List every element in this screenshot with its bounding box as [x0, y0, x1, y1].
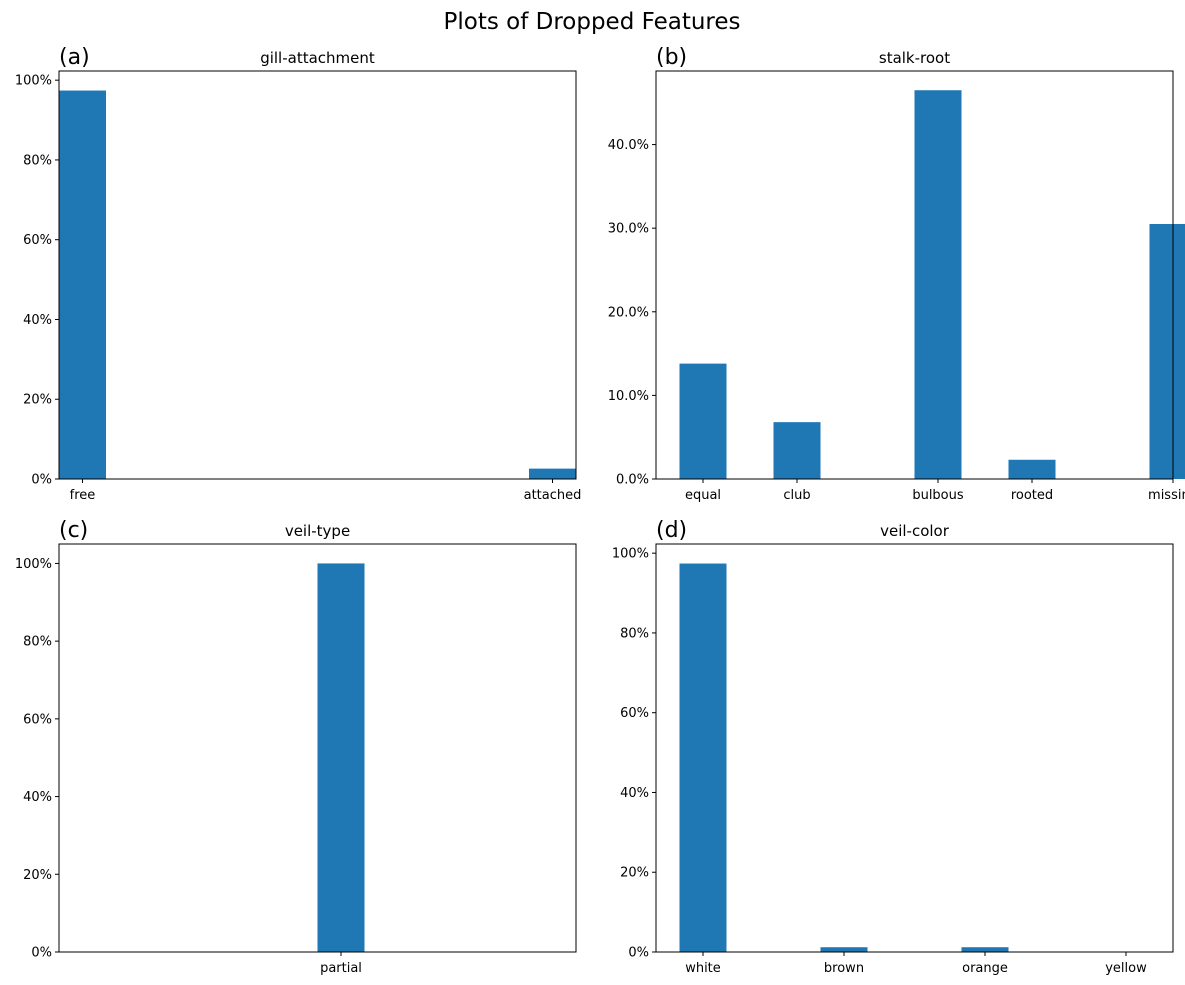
y-tick-label: 100% — [612, 547, 649, 562]
subplot-title: veil-color — [880, 522, 950, 540]
subplot-title: gill-attachment — [260, 49, 375, 67]
bar-brown — [820, 947, 868, 952]
y-tick-label: 60% — [620, 706, 649, 721]
y-tick-label: 40% — [620, 786, 649, 801]
y-tick-label: 40.0% — [608, 138, 649, 153]
axes-frame — [655, 543, 1174, 953]
y-tick-label: 80% — [23, 153, 52, 168]
subplot-title: stalk-root — [879, 49, 950, 67]
bar-rooted — [1008, 459, 1056, 479]
y-tick-label: 20% — [23, 868, 52, 883]
x-tick-label: club — [783, 488, 810, 503]
plot-area: 0% 20% 40% 60% 80% 100% white brown orange yellow — [612, 547, 1150, 976]
y-tick-label: 0% — [628, 946, 649, 961]
bar-missing — [1149, 224, 1185, 479]
x-tick-label: white — [685, 961, 721, 976]
bar-partial — [317, 563, 365, 952]
x-tick-label: free — [70, 488, 96, 503]
plot-area: 0% 20% 40% 60% 80% 100% free attached — [15, 74, 582, 503]
plot-area: 0.0% 10.0% 20.0% 30.0% 40.0% equal club bulbous… — [608, 90, 1185, 503]
subplot-a: (a) gill-attachment 0% 20% 40% 60% 80% 100% fr… — [15, 45, 582, 503]
axes-frame — [655, 70, 1174, 480]
x-tick-label: rooted — [1011, 488, 1053, 503]
figure-title: Plots of Dropped Features — [443, 9, 740, 35]
axes-frame — [58, 70, 577, 480]
bar-free — [59, 90, 106, 479]
x-tick-label: orange — [962, 961, 1008, 976]
y-tick-label: 60% — [23, 233, 52, 248]
axes-frame — [58, 543, 577, 953]
panel-tag: (a) — [59, 45, 90, 70]
y-tick-label: 40% — [23, 790, 52, 805]
y-tick-label: 0% — [31, 473, 52, 488]
y-tick-label: 20% — [23, 393, 52, 408]
bar-orange — [961, 947, 1009, 952]
subplot-d: (d) veil-color 0% 20% 40% 60% 80% 100% white br… — [612, 518, 1174, 976]
panel-tag: (c) — [59, 518, 88, 543]
y-tick-label: 30.0% — [608, 222, 649, 237]
y-tick-label: 0% — [31, 946, 52, 961]
y-tick-label: 40% — [23, 313, 52, 328]
panel-tag: (b) — [656, 45, 687, 70]
subplot-title: veil-type — [285, 522, 350, 540]
bar-attached — [529, 468, 576, 479]
bar-bulbous — [914, 90, 962, 479]
x-tick-label: attached — [524, 488, 582, 503]
y-tick-label: 60% — [23, 712, 52, 727]
y-tick-label: 100% — [15, 557, 52, 572]
y-tick-label: 20.0% — [608, 305, 649, 320]
plot-area: 0% 20% 40% 60% 80% 100% partial — [15, 557, 365, 976]
x-tick-label: partial — [320, 961, 362, 976]
x-tick-label: equal — [685, 488, 721, 503]
subplot-c: (c) veil-type 0% 20% 40% 60% 80% 100% partial — [15, 518, 577, 976]
y-tick-label: 100% — [15, 74, 52, 89]
y-tick-label: 80% — [23, 635, 52, 650]
panel-tag: (d) — [656, 518, 687, 543]
bar-club — [773, 422, 821, 479]
bar-equal — [679, 363, 727, 479]
y-tick-label: 10.0% — [608, 389, 649, 404]
x-tick-label: brown — [824, 961, 864, 976]
y-tick-label: 0.0% — [616, 473, 649, 488]
x-tick-label: missing — [1148, 488, 1185, 503]
y-tick-label: 80% — [620, 626, 649, 641]
subplot-b: (b) stalk-root 0.0% 10.0% 20.0% 30.0% 40.0% e… — [608, 45, 1185, 503]
x-tick-label: bulbous — [912, 488, 964, 503]
x-tick-label: yellow — [1105, 961, 1147, 976]
bar-white — [679, 563, 727, 952]
y-tick-label: 20% — [620, 866, 649, 881]
